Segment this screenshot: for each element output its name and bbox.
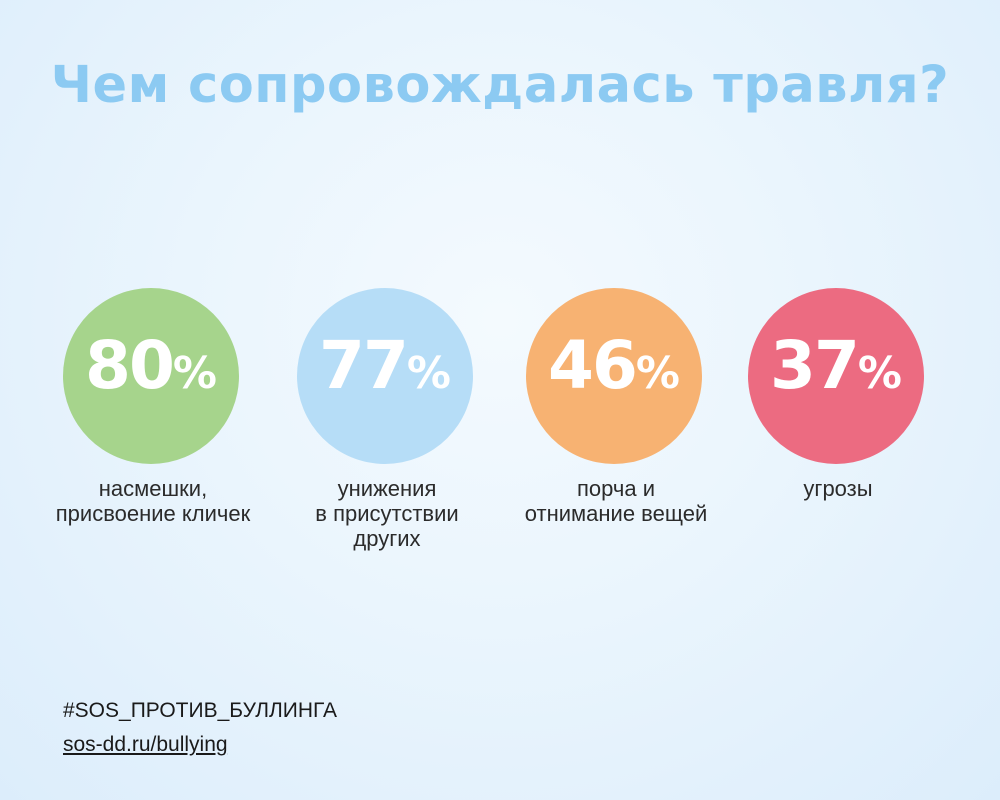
stat-ridicule: 80% насмешки, присвоение кличек xyxy=(33,288,273,568)
stat-circle: 77% xyxy=(297,288,473,464)
percent-sign: % xyxy=(857,348,902,399)
stat-value: 37 xyxy=(770,327,860,404)
stat-label: унижения в присутствии других xyxy=(315,476,459,551)
stat-percent: 46% xyxy=(526,333,702,399)
stat-circle: 37% xyxy=(748,288,924,464)
website-link[interactable]: sos-dd.ru/bullying xyxy=(63,733,228,756)
stat-label: угрозы xyxy=(803,476,873,501)
hashtag: #SOS_ПРОТИВ_БУЛЛИНГА xyxy=(63,699,338,722)
stat-label: насмешки, присвоение кличек xyxy=(55,476,251,526)
stat-humiliation: 77% унижения в присутствии других xyxy=(267,288,507,568)
stat-value: 77 xyxy=(319,327,409,404)
percent-sign: % xyxy=(172,348,217,399)
stat-label: порча и отнимание вещей xyxy=(524,476,708,526)
stat-percent: 80% xyxy=(63,333,239,399)
percent-sign: % xyxy=(635,348,680,399)
stat-property-damage: 46% порча и отнимание вещей xyxy=(496,288,736,568)
percent-sign: % xyxy=(406,348,451,399)
stat-value: 46 xyxy=(548,327,638,404)
stat-percent: 37% xyxy=(748,333,924,399)
stat-percent: 77% xyxy=(297,333,473,399)
page-title: Чем сопровождалась травля? xyxy=(50,56,950,115)
stat-value: 80 xyxy=(85,327,175,404)
stat-threats: 37% угрозы xyxy=(718,288,958,568)
stat-circle: 46% xyxy=(526,288,702,464)
stat-circle: 80% xyxy=(63,288,239,464)
